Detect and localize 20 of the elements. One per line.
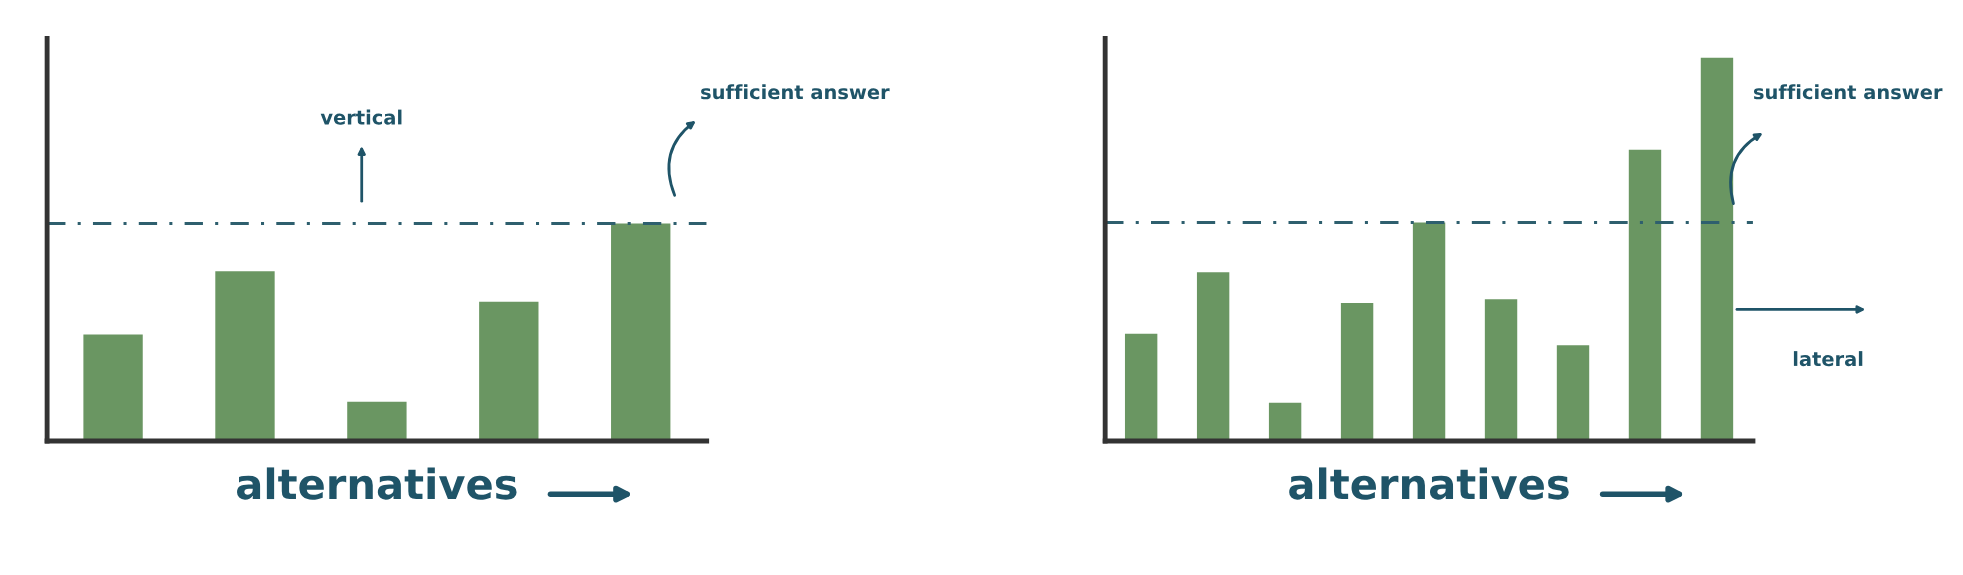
bar: [1700, 57, 1734, 442]
bar: [1268, 402, 1302, 442]
bar: [1412, 222, 1446, 442]
bar: [1556, 345, 1590, 442]
text: sufficient answer: [1753, 84, 1943, 100]
bar: [479, 301, 539, 442]
bar: [83, 334, 143, 442]
bar: [215, 271, 275, 442]
bar: [1196, 272, 1230, 442]
bar: [347, 401, 407, 442]
bar: [1124, 333, 1158, 442]
bar: [1340, 303, 1374, 442]
text: vertical: [320, 109, 402, 125]
bar: [1484, 299, 1518, 442]
bar: [1628, 149, 1662, 442]
text: sufficient answer: [701, 84, 890, 100]
x-axis-title: alternatives: [237, 467, 517, 500]
bar: [611, 223, 671, 442]
x-axis-title: alternatives: [1289, 467, 1569, 500]
text: lateral: [1793, 351, 1863, 367]
